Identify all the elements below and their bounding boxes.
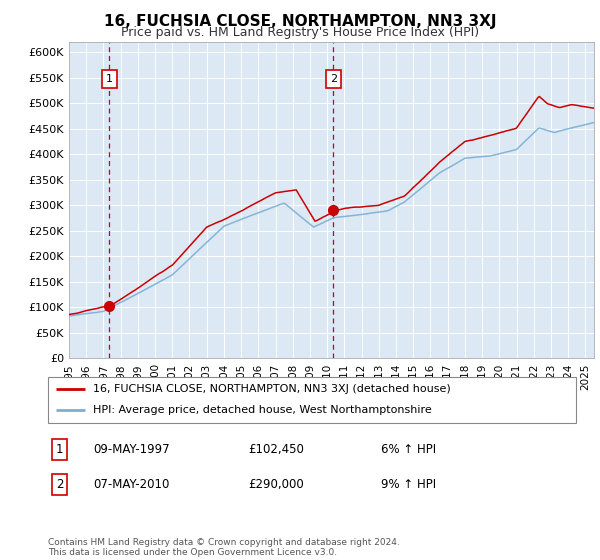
Text: 2: 2 bbox=[56, 478, 64, 491]
Text: 07-MAY-2010: 07-MAY-2010 bbox=[93, 478, 169, 491]
Text: 6% ↑ HPI: 6% ↑ HPI bbox=[380, 443, 436, 456]
Text: £290,000: £290,000 bbox=[248, 478, 304, 491]
Text: 2: 2 bbox=[329, 74, 337, 84]
Text: Price paid vs. HM Land Registry's House Price Index (HPI): Price paid vs. HM Land Registry's House … bbox=[121, 26, 479, 39]
Text: 16, FUCHSIA CLOSE, NORTHAMPTON, NN3 3XJ: 16, FUCHSIA CLOSE, NORTHAMPTON, NN3 3XJ bbox=[104, 14, 496, 29]
Text: Contains HM Land Registry data © Crown copyright and database right 2024.
This d: Contains HM Land Registry data © Crown c… bbox=[48, 538, 400, 557]
Text: £102,450: £102,450 bbox=[248, 443, 305, 456]
Text: HPI: Average price, detached house, West Northamptonshire: HPI: Average price, detached house, West… bbox=[93, 405, 431, 416]
Text: 9% ↑ HPI: 9% ↑ HPI bbox=[380, 478, 436, 491]
Text: 1: 1 bbox=[56, 443, 64, 456]
Text: 1: 1 bbox=[106, 74, 113, 84]
Text: 09-MAY-1997: 09-MAY-1997 bbox=[93, 443, 170, 456]
Text: 16, FUCHSIA CLOSE, NORTHAMPTON, NN3 3XJ (detached house): 16, FUCHSIA CLOSE, NORTHAMPTON, NN3 3XJ … bbox=[93, 384, 451, 394]
